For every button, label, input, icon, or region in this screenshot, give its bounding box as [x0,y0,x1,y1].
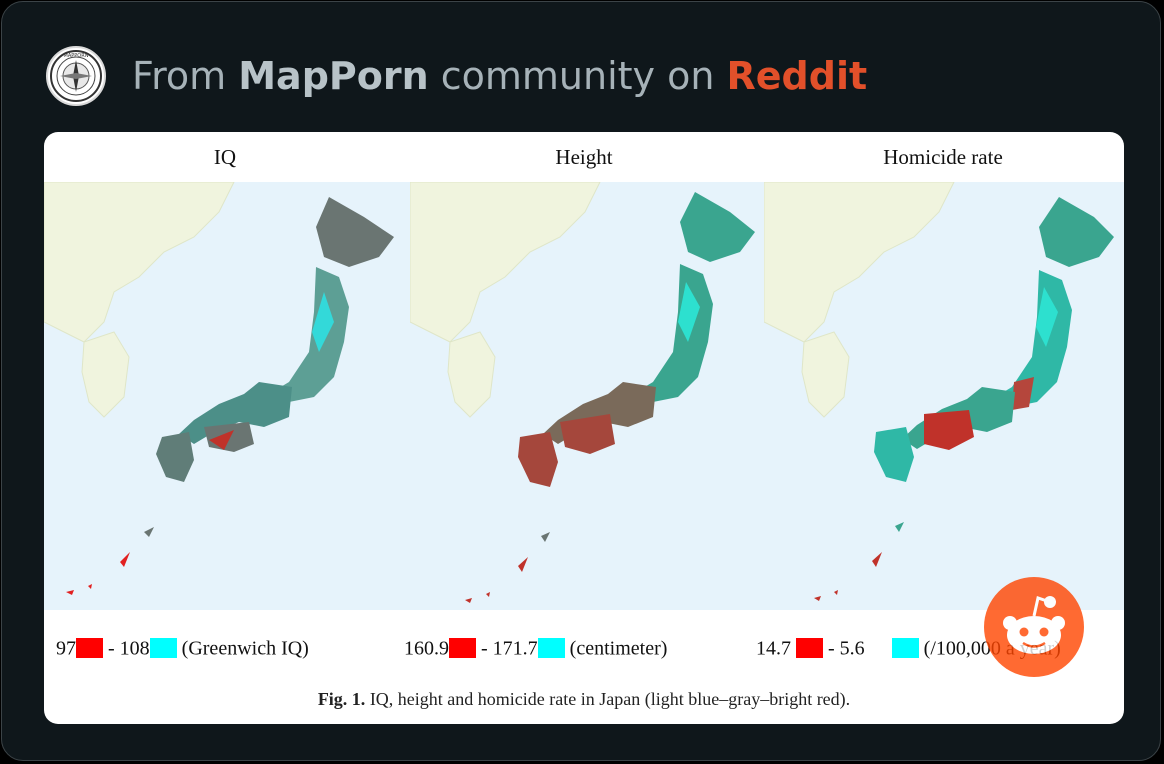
legend-height-low-swatch [449,638,476,659]
platform-name-link[interactable]: Reddit [726,54,868,98]
community-name-link[interactable]: MapPorn [238,54,429,98]
legend-homicide-high: 5.6 [839,637,865,660]
map-title-iq: IQ [213,145,237,169]
legend-height: 160.9 - 171.7 (centimeter) [404,632,667,662]
figure-caption: Fig. 1. IQ, height and homicide rate in … [44,689,1124,710]
legend-iq-unit: (Greenwich IQ) [181,637,309,660]
legend-homicide-low-swatch [796,638,823,659]
legend-height-unit: (centimeter) [569,637,668,660]
map-iq[interactable] [44,182,410,610]
map-title-homicide: Homicide rate [883,145,1003,169]
legend-homicide-high-swatch [891,638,919,659]
map-height[interactable] [410,182,764,610]
community-avatar[interactable]: MAPPORN [46,46,106,106]
legend-iq-low: 97 [56,637,76,660]
map-homicide[interactable] [764,182,1124,610]
mapporn-compass-icon: MAPPORN [50,50,102,102]
legend-height-low: 160.9 [404,637,449,660]
header-middle: community on [428,54,727,98]
legend-iq-high: 108 [119,637,150,660]
avatar-text: MAPPORN [64,53,89,59]
legend-height-sep: - [476,637,493,660]
legend-iq-low-swatch [76,638,103,659]
reddit-snoo-icon [1003,596,1065,654]
figure-label: Fig. 1. [317,689,366,709]
legend-height-high-swatch [537,638,565,659]
legend-iq-sep: - [103,637,120,660]
map-title-height: Height [555,145,613,169]
header-prefix: From [132,54,239,98]
post-header: From MapPorn community on Reddit [132,48,867,104]
legend-homicide-sep: - [823,637,840,660]
image-panel[interactable]: IQ Height Homicide rate [44,132,1124,724]
reddit-open-button[interactable] [984,577,1084,677]
legend-height-high: 171.7 [492,637,538,660]
legend-iq: 97 - 108 (Greenwich IQ) [56,632,309,662]
legend-iq-high-swatch [149,638,177,659]
figure-caption-text: IQ, height and homicide rate in Japan (l… [365,689,851,709]
legend-homicide-low: 14.7 [756,637,791,660]
